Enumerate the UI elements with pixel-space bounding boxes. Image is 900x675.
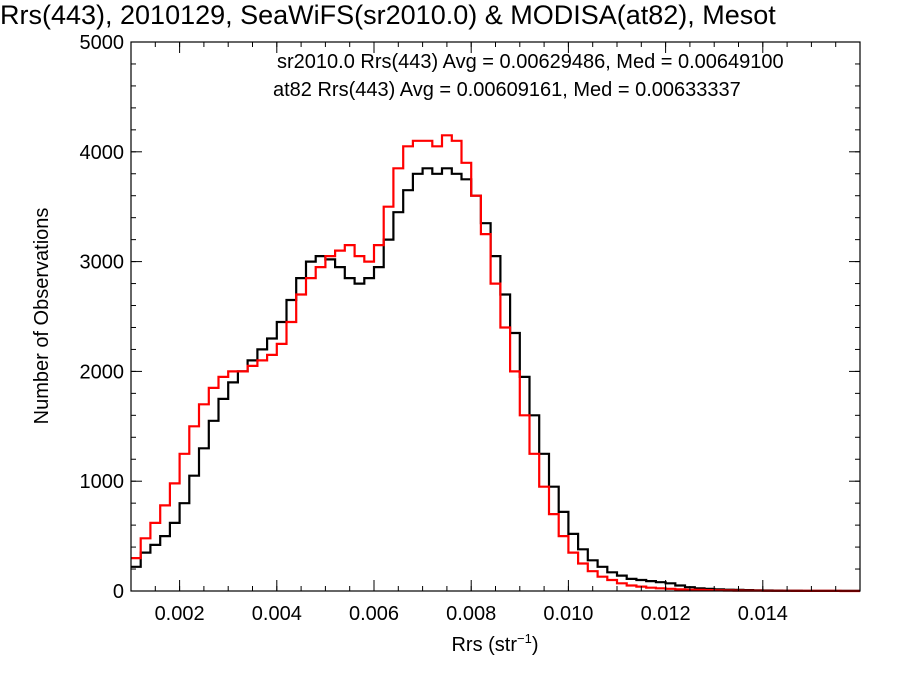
legend-annotation-sr2010: sr2010.0 Rrs(443) Avg = 0.00629486, Med …	[277, 51, 784, 73]
x-tick-label: 0.004	[252, 603, 302, 625]
x-tick-label: 0.008	[446, 603, 496, 625]
y-tick-label: 4000	[80, 142, 125, 164]
y-tick-label: 5000	[80, 32, 125, 54]
series-line-at82	[131, 134, 860, 593]
x-tick-label: 0.010	[543, 603, 593, 625]
series-line-sr2010-0	[131, 167, 860, 592]
ticks-layer	[130, 41, 861, 592]
y-tick-label: 0	[113, 581, 124, 603]
x-tick-label: 0.006	[349, 603, 399, 625]
x-axis-title-end: )	[532, 634, 539, 656]
tick-labels: 0.002 0.004 0.006 0.008 0.010 0.012 0.014 0 1000…	[80, 32, 788, 625]
y-tick-label: 3000	[80, 252, 125, 274]
y-axis-title: Number of Observations	[31, 208, 53, 425]
x-axis-title-main: Rrs (str	[451, 634, 517, 656]
y-tick-label: 2000	[80, 361, 125, 383]
legend-annotation-at82: at82 Rrs(443) Avg = 0.00609161, Med = 0.…	[273, 79, 741, 101]
x-axis-title-superscript: −1	[517, 631, 532, 646]
x-tick-label: 0.014	[738, 603, 788, 625]
y-tick-label: 1000	[80, 471, 125, 493]
x-axis-title: Rrs (str−1)	[451, 631, 538, 656]
chart-title: Rrs(443), 2010129, SeaWiFS(sr2010.0) & M…	[0, 0, 776, 30]
series-layer	[131, 134, 860, 593]
plot-frame	[130, 41, 861, 592]
x-tick-label: 0.012	[641, 603, 691, 625]
x-tick-label: 0.002	[155, 603, 205, 625]
